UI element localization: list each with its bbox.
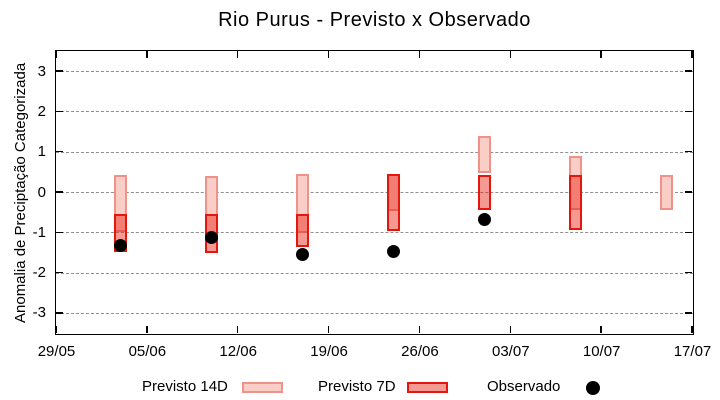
- x-tick-mark: [55, 51, 57, 58]
- x-tick-label: 17/07: [673, 343, 712, 360]
- previsto-14d-swatch-icon: [242, 382, 283, 393]
- y-tick-mark: [56, 110, 63, 113]
- x-tick-mark: [146, 326, 148, 333]
- x-tick-label: 05/06: [128, 343, 167, 360]
- y-tick-mark: [685, 231, 692, 234]
- chart-title: Rio Purus - Previsto x Observado: [218, 9, 531, 31]
- observado-dot: [296, 247, 310, 261]
- gridline: [56, 312, 693, 314]
- x-tick-mark: [327, 326, 330, 333]
- x-tick-mark: [600, 51, 602, 58]
- x-tick-mark: [55, 326, 57, 333]
- y-tick-label: 2: [37, 102, 46, 120]
- x-tick-mark: [327, 51, 330, 58]
- bar-previsto-14d: [114, 174, 128, 233]
- gridline: [56, 232, 693, 234]
- plot-area: [55, 50, 694, 335]
- observado-dot: [114, 239, 128, 253]
- y-tick-mark: [685, 70, 692, 72]
- x-tick-mark: [509, 326, 512, 333]
- y-tick-mark: [56, 150, 63, 153]
- gridline: [56, 192, 693, 193]
- y-tick-mark: [685, 271, 692, 274]
- y-tick-label: -3: [32, 304, 46, 322]
- bar-previsto-7d: [477, 174, 491, 211]
- gridline: [56, 272, 693, 274]
- x-tick-label: 10/07: [582, 343, 621, 360]
- gridline: [56, 151, 693, 153]
- y-tick-mark: [685, 150, 692, 153]
- y-tick-mark: [685, 110, 692, 113]
- previsto-7d-swatch-icon: [407, 382, 448, 393]
- x-tick-mark: [236, 326, 239, 333]
- y-tick-label: 1: [37, 143, 46, 161]
- y-tick-label: 0: [37, 183, 46, 201]
- y-tick-mark: [685, 312, 692, 314]
- x-tick-label: 26/06: [401, 343, 439, 360]
- legend-label-previsto-7d: Previsto 7D: [318, 378, 396, 395]
- bar-previsto-14d: [477, 136, 491, 174]
- x-tick-mark: [146, 51, 148, 58]
- x-tick-label: 12/06: [219, 343, 257, 360]
- x-tick-mark: [691, 326, 693, 333]
- x-tick-mark: [236, 51, 239, 58]
- x-tick-mark: [600, 326, 602, 333]
- y-tick-label: -2: [32, 264, 46, 282]
- y-tick-mark: [56, 231, 63, 234]
- y-tick-label: 3: [37, 62, 46, 80]
- x-tick-mark: [418, 326, 421, 333]
- gridline: [56, 71, 693, 73]
- y-tick-mark: [56, 70, 63, 72]
- bar-previsto-7d: [386, 174, 400, 232]
- y-tick-mark: [685, 191, 692, 193]
- bar-previsto-14d: [296, 173, 310, 234]
- x-tick-label: 19/06: [310, 343, 348, 360]
- observado-dot: [205, 230, 219, 244]
- observado-dot: [477, 212, 491, 226]
- observado-dot: [386, 245, 400, 259]
- bar-previsto-7d: [568, 174, 582, 231]
- y-tick-mark: [56, 271, 63, 274]
- y-tick-label: -1: [32, 223, 46, 241]
- y-tick-mark: [56, 312, 63, 314]
- x-tick-label: 29/05: [37, 343, 76, 360]
- bar-previsto-7d: [296, 214, 310, 248]
- x-tick-label: 03/07: [492, 343, 530, 360]
- legend-label-previsto-14d: Previsto 14D: [142, 378, 228, 395]
- x-tick-mark: [509, 51, 512, 58]
- y-tick-mark: [56, 191, 63, 193]
- gridline: [56, 111, 693, 113]
- x-tick-mark: [691, 51, 693, 58]
- bar-previsto-14d: [659, 174, 673, 211]
- x-tick-mark: [418, 51, 421, 58]
- observado-dot-icon: [586, 381, 600, 395]
- legend-label-observado: Observado: [487, 378, 561, 395]
